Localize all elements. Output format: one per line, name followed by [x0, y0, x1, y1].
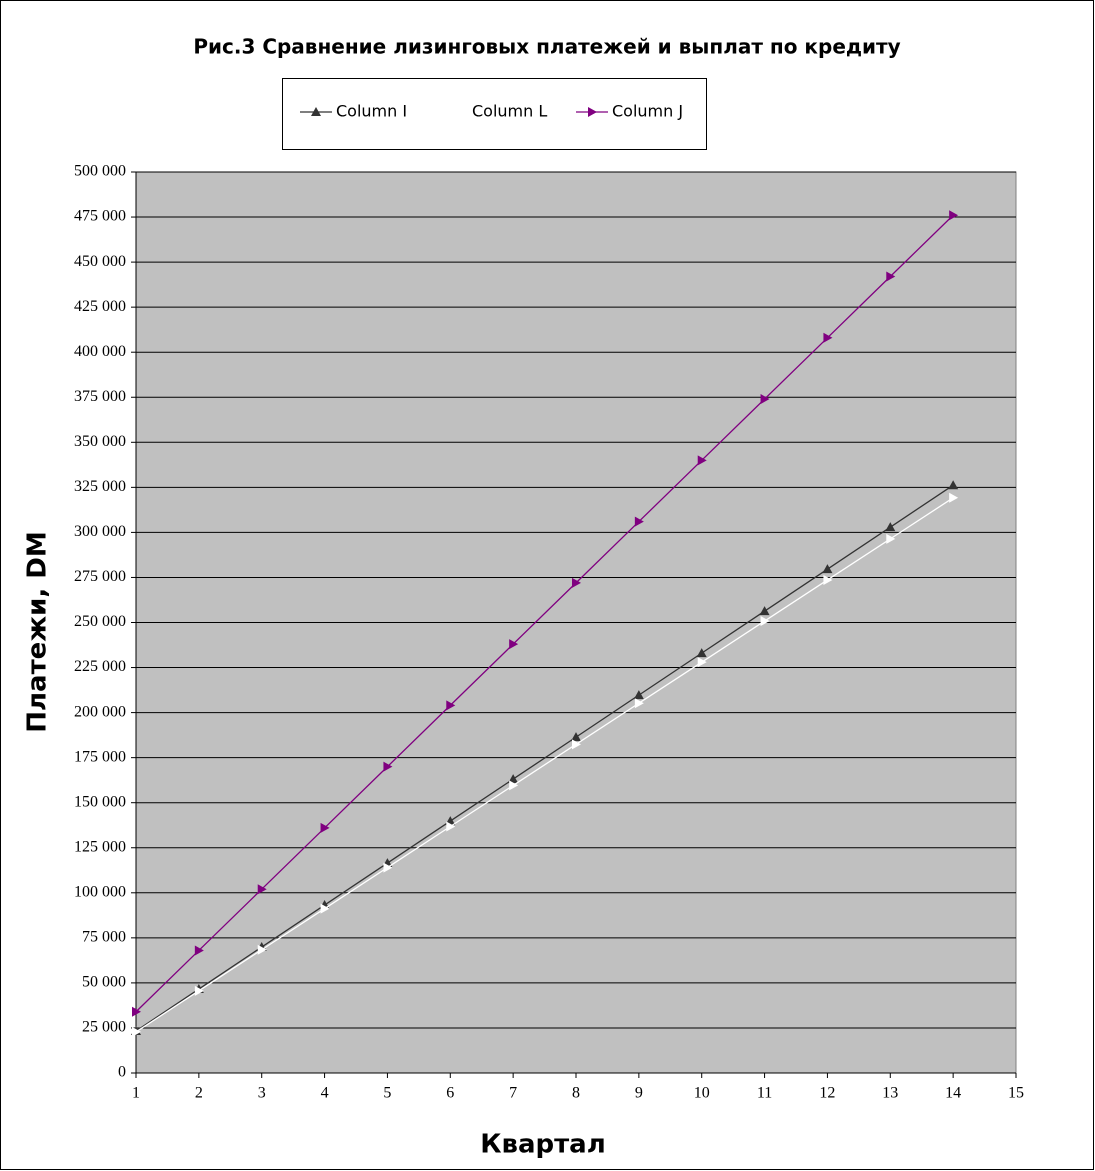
x-tick-label: 1 — [132, 1085, 140, 1102]
marker — [448, 107, 457, 117]
x-tick-label: 11 — [757, 1085, 772, 1102]
x-tick-label: 4 — [321, 1085, 329, 1102]
marker — [697, 455, 707, 466]
x-tick-label: 12 — [819, 1085, 835, 1102]
marker — [885, 522, 896, 532]
y-tick-label: 175 000 — [74, 748, 126, 765]
marker — [383, 761, 393, 772]
marker — [194, 945, 204, 956]
marker — [132, 1006, 141, 1017]
marker — [509, 780, 519, 791]
y-tick-label: 500 000 — [74, 163, 126, 180]
marker — [320, 822, 330, 833]
marker — [822, 564, 833, 574]
y-tick-label: 50 000 — [82, 974, 126, 991]
marker — [446, 821, 456, 832]
y-tick-label: 75 000 — [82, 929, 126, 946]
legend-label: Column I — [336, 102, 407, 121]
marker — [886, 271, 896, 282]
marker — [823, 574, 833, 585]
y-tick-label: 0 — [118, 1064, 126, 1081]
y-tick-label: 25 000 — [82, 1019, 126, 1036]
series-line — [135, 214, 954, 1013]
y-tick-label: 425 000 — [74, 298, 126, 315]
marker — [257, 884, 267, 895]
y-tick-label: 150 000 — [74, 793, 126, 810]
x-tick-label: 15 — [1008, 1085, 1024, 1102]
marker — [948, 480, 959, 490]
legend — [282, 78, 707, 150]
series-line — [135, 484, 954, 1032]
y-tick-label: 100 000 — [74, 883, 126, 900]
marker — [634, 698, 644, 709]
marker — [886, 533, 896, 544]
marker — [509, 639, 519, 650]
marker — [572, 577, 581, 588]
marker — [311, 107, 321, 116]
y-tick-label: 350 000 — [74, 433, 126, 450]
series-line — [135, 497, 954, 1033]
y-tick-label: 450 000 — [74, 253, 126, 270]
marker — [760, 394, 770, 405]
legend-label: Column L — [472, 102, 547, 121]
x-tick-label: 9 — [635, 1085, 643, 1102]
chart-title: Рис.3 Сравнение лизинговых платежей и вы… — [193, 35, 900, 59]
marker — [634, 516, 644, 527]
x-tick-label: 10 — [694, 1085, 710, 1102]
y-tick-label: 325 000 — [74, 478, 126, 495]
x-tick-label: 2 — [195, 1085, 203, 1102]
x-tick-label: 8 — [572, 1085, 580, 1102]
legend-label: Column J — [612, 102, 683, 121]
marker — [508, 774, 519, 784]
x-tick-label: 6 — [446, 1085, 454, 1102]
marker — [571, 732, 581, 742]
marker — [949, 210, 959, 221]
x-tick-label: 3 — [258, 1085, 266, 1102]
marker — [383, 862, 393, 873]
y-tick-label: 400 000 — [74, 343, 126, 360]
y-tick-label: 275 000 — [74, 568, 126, 585]
marker — [633, 690, 644, 700]
x-axis-label: Квартал — [480, 1130, 606, 1160]
marker — [759, 606, 770, 616]
marker — [446, 700, 456, 711]
y-tick-label: 250 000 — [74, 613, 126, 630]
marker — [760, 616, 770, 627]
y-tick-label: 375 000 — [74, 388, 126, 405]
marker — [696, 648, 707, 658]
x-tick-label: 14 — [945, 1085, 961, 1102]
marker — [132, 1026, 141, 1037]
x-tick-label: 13 — [882, 1085, 898, 1102]
marker — [588, 107, 597, 117]
y-tick-label: 125 000 — [74, 838, 126, 855]
x-tick-label: 5 — [383, 1085, 391, 1102]
x-tick-label: 7 — [509, 1085, 517, 1102]
marker — [697, 657, 707, 668]
marker — [572, 739, 581, 750]
y-tick-label: 300 000 — [74, 523, 126, 540]
y-tick-label: 225 000 — [74, 658, 126, 675]
y-axis-label: Платежи, DM — [23, 531, 53, 733]
marker — [949, 492, 959, 503]
y-tick-label: 200 000 — [74, 703, 126, 720]
y-tick-label: 475 000 — [74, 208, 126, 225]
marker — [320, 903, 330, 914]
marker — [257, 944, 267, 955]
marker — [823, 332, 833, 343]
marker — [194, 985, 204, 996]
